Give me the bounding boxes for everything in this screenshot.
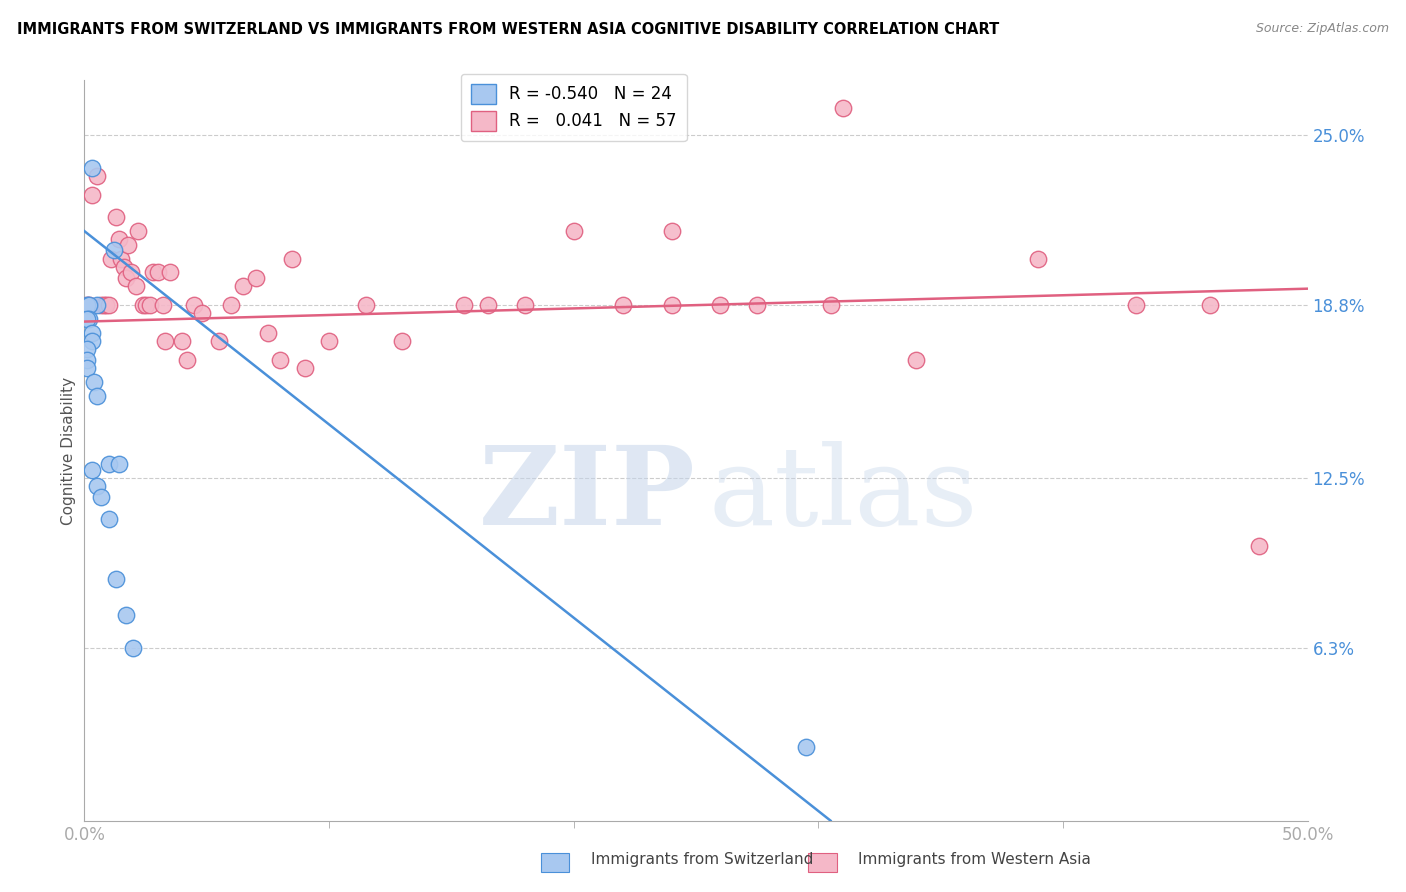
Point — [105, 211, 128, 225]
Point — [232, 279, 254, 293]
Point — [80, 188, 103, 202]
Point — [172, 334, 194, 348]
Text: Source: ZipAtlas.com: Source: ZipAtlas.com — [1256, 22, 1389, 36]
Legend: R = -0.540   N = 24, R =   0.041   N = 57: R = -0.540 N = 24, R = 0.041 N = 57 — [461, 74, 686, 141]
Point — [100, 252, 122, 266]
Point — [76, 353, 98, 368]
Point — [90, 490, 112, 504]
Point — [562, 224, 585, 238]
Point — [105, 572, 128, 586]
Point — [120, 265, 142, 279]
Point — [281, 252, 304, 266]
Point — [159, 265, 181, 279]
Point — [191, 306, 214, 320]
Text: IMMIGRANTS FROM SWITZERLAND VS IMMIGRANTS FROM WESTERN ASIA COGNITIVE DISABILITY: IMMIGRANTS FROM SWITZERLAND VS IMMIGRANT… — [17, 22, 1000, 37]
Point — [83, 375, 105, 389]
Point — [905, 353, 928, 368]
Point — [453, 298, 475, 312]
Point — [477, 298, 499, 312]
Point — [391, 334, 413, 348]
Point — [513, 298, 536, 312]
Point — [77, 298, 100, 312]
Point — [97, 298, 120, 312]
Point — [127, 224, 149, 238]
Point — [125, 279, 148, 293]
Point — [115, 607, 138, 622]
Point — [122, 640, 145, 655]
Point — [86, 389, 108, 403]
Point — [97, 457, 120, 471]
Point — [820, 298, 842, 312]
Point — [245, 270, 267, 285]
Point — [661, 224, 683, 238]
Point — [146, 265, 169, 279]
Point — [612, 298, 634, 312]
Point — [90, 298, 112, 312]
Point — [76, 311, 98, 326]
Point — [117, 237, 139, 252]
Point — [1198, 298, 1220, 312]
Point — [110, 252, 132, 266]
Point — [115, 270, 138, 285]
Point — [176, 353, 198, 368]
Point — [76, 298, 98, 312]
Point — [107, 457, 129, 471]
Point — [86, 479, 108, 493]
Point — [1028, 252, 1050, 266]
Point — [831, 101, 853, 115]
Point — [318, 334, 340, 348]
Point — [103, 244, 125, 258]
Point — [153, 334, 176, 348]
Point — [80, 463, 103, 477]
Point — [93, 298, 115, 312]
Point — [794, 739, 817, 754]
Point — [219, 298, 242, 312]
Point — [112, 260, 135, 274]
Point — [142, 265, 165, 279]
Point — [86, 169, 108, 184]
Text: Immigrants from Western Asia: Immigrants from Western Asia — [858, 852, 1091, 867]
Point — [76, 342, 98, 356]
Point — [139, 298, 162, 312]
Point — [1125, 298, 1147, 312]
Text: Immigrants from Switzerland: Immigrants from Switzerland — [591, 852, 813, 867]
Point — [257, 326, 280, 340]
Point — [76, 361, 98, 376]
Point — [77, 311, 100, 326]
Point — [77, 298, 100, 312]
Point — [183, 298, 205, 312]
Point — [747, 298, 769, 312]
Point — [80, 326, 103, 340]
Point — [269, 353, 291, 368]
Point — [80, 334, 103, 348]
Point — [294, 361, 316, 376]
Point — [86, 298, 108, 312]
Point — [76, 298, 98, 312]
Point — [152, 298, 174, 312]
Point — [107, 232, 129, 246]
Point — [80, 161, 103, 175]
Point — [135, 298, 157, 312]
Text: atlas: atlas — [709, 442, 977, 549]
Point — [96, 298, 118, 312]
Point — [1247, 540, 1270, 554]
Point — [661, 298, 683, 312]
Y-axis label: Cognitive Disability: Cognitive Disability — [60, 376, 76, 524]
Point — [709, 298, 731, 312]
Text: ZIP: ZIP — [479, 442, 696, 549]
Point — [208, 334, 231, 348]
Point — [132, 298, 155, 312]
Point — [97, 512, 120, 526]
Point — [354, 298, 377, 312]
